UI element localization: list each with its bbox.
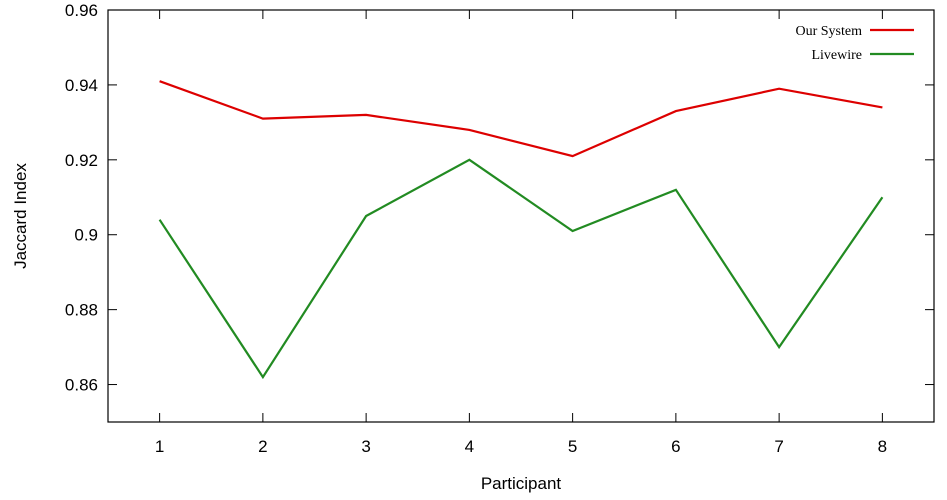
x-tick-label: 2 [258,437,267,456]
y-tick-label: 0.88 [65,301,98,320]
y-tick-label: 0.96 [65,1,98,20]
x-axis-title: Participant [481,474,562,493]
legend: Our System Livewire [796,24,914,63]
x-tick-label: 5 [568,437,577,456]
x-tick-label: 6 [671,437,680,456]
series-line-0 [159,80,883,158]
x-tick-label: 8 [878,437,887,456]
legend-label: Livewire [811,48,862,63]
series-line-1 [158,158,884,380]
y-axis-title: Jaccard Index [11,163,30,269]
x-tick-label: 1 [155,437,164,456]
y-tick-label: 0.9 [74,226,98,245]
x-tick-label: 4 [465,437,474,456]
y-tick-label: 0.86 [65,376,98,395]
legend-label: Our System [796,24,863,39]
x-tick-label: 3 [361,437,370,456]
x-axis: 1 2 3 4 5 6 7 8 [155,10,887,456]
y-tick-label: 0.92 [65,151,98,170]
y-tick-label: 0.94 [65,76,98,95]
series-lines [158,80,884,380]
x-tick-label: 7 [774,437,783,456]
plot-frame [107,9,935,423]
y-axis: 0.86 0.88 0.9 0.92 0.94 0.96 [65,1,934,395]
